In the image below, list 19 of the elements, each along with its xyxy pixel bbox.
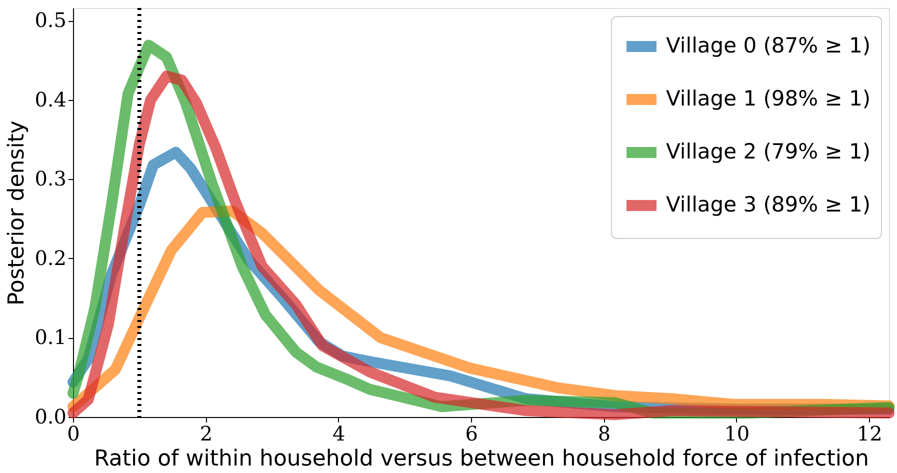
y-axis-title: Posterior density [4,120,30,306]
y-tick-label: 0.0 [34,404,66,428]
legend-label: Village 0 (87% ≥ 1) [666,34,871,58]
x-tick-label: 8 [598,422,611,446]
legend-label: Village 2 (79% ≥ 1) [666,140,871,164]
y-tick-label: 0.5 [34,8,66,32]
x-tick-label: 2 [200,422,213,446]
x-axis-title: Ratio of within household versus between household force of infection [94,446,869,472]
x-tick-label: 4 [332,422,346,446]
y-tick-label: 0.3 [34,166,66,191]
x-tick-label: 6 [465,422,478,446]
x-tick-label: 0 [67,422,80,446]
legend-label: Village 1 (98% ≥ 1) [666,86,871,110]
y-tick-label: 0.2 [34,246,66,270]
x-tick-label: 12 [856,422,882,446]
x-tick-label: 10 [724,422,750,446]
y-tick-label: 0.4 [34,87,66,112]
legend-label: Village 3 (89% ≥ 1) [666,192,871,216]
y-tick-label: 0.1 [34,325,66,350]
